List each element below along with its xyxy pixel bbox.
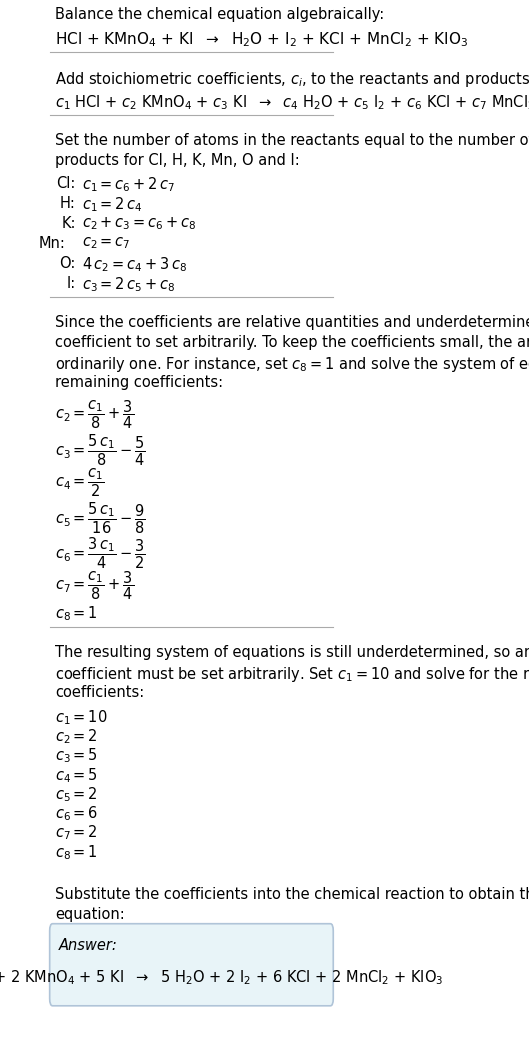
Text: $c_4 = \dfrac{c_1}{2}$: $c_4 = \dfrac{c_1}{2}$ [56, 467, 105, 499]
Text: $4\,c_2 = c_4 + 3\,c_8$: $4\,c_2 = c_4 + 3\,c_8$ [81, 255, 187, 274]
Text: Balance the chemical equation algebraically:: Balance the chemical equation algebraica… [56, 7, 385, 22]
Text: The resulting system of equations is still underdetermined, so an additional: The resulting system of equations is sti… [56, 645, 529, 660]
Text: $c_2 + c_3 = c_6 + c_8$: $c_2 + c_3 = c_6 + c_8$ [81, 216, 196, 232]
Text: I:: I: [67, 275, 76, 291]
Text: products for Cl, H, K, Mn, O and I:: products for Cl, H, K, Mn, O and I: [56, 153, 300, 168]
Text: ordinarily one. For instance, set $c_8 = 1$ and solve the system of equations fo: ordinarily one. For instance, set $c_8 =… [56, 354, 529, 374]
Text: K:: K: [61, 216, 76, 230]
Text: $c_1 = c_6 + 2\,c_7$: $c_1 = c_6 + 2\,c_7$ [81, 176, 175, 194]
Text: $c_5 = \dfrac{5\,c_1}{16} - \dfrac{9}{8}$: $c_5 = \dfrac{5\,c_1}{16} - \dfrac{9}{8}… [56, 501, 146, 537]
Text: $c_6 = 6$: $c_6 = 6$ [56, 804, 99, 823]
Text: $c_3 = \dfrac{5\,c_1}{8} - \dfrac{5}{4}$: $c_3 = \dfrac{5\,c_1}{8} - \dfrac{5}{4}$ [56, 432, 146, 468]
Text: $c_1 = 10$: $c_1 = 10$ [56, 709, 108, 727]
Text: coefficient to set arbitrarily. To keep the coefficients small, the arbitrary va: coefficient to set arbitrarily. To keep … [56, 334, 529, 350]
Text: Substitute the coefficients into the chemical reaction to obtain the balanced: Substitute the coefficients into the che… [56, 888, 529, 902]
Text: $c_6 = \dfrac{3\,c_1}{4} - \dfrac{3}{2}$: $c_6 = \dfrac{3\,c_1}{4} - \dfrac{3}{2}$ [56, 536, 146, 571]
Text: Since the coefficients are relative quantities and underdetermined, choose a: Since the coefficients are relative quan… [56, 315, 529, 330]
Text: $c_5 = 2$: $c_5 = 2$ [56, 786, 98, 804]
Text: $c_4 = 5$: $c_4 = 5$ [56, 766, 98, 785]
FancyBboxPatch shape [50, 923, 333, 1006]
Text: $c_8 = 1$: $c_8 = 1$ [56, 604, 98, 623]
Text: $c_7 = 2$: $c_7 = 2$ [56, 824, 98, 843]
Text: Cl:: Cl: [57, 176, 76, 191]
Text: Answer:: Answer: [58, 938, 117, 953]
Text: equation:: equation: [56, 908, 125, 922]
Text: $c_2 = \dfrac{c_1}{8} + \dfrac{3}{4}$: $c_2 = \dfrac{c_1}{8} + \dfrac{3}{4}$ [56, 398, 134, 431]
Text: coefficient must be set arbitrarily. Set $c_1 = 10$ and solve for the remaining: coefficient must be set arbitrarily. Set… [56, 665, 529, 684]
Text: 10 HCl + 2 KMnO$_4$ + 5 KI  $\rightarrow$  5 H$_2$O + 2 I$_2$ + 6 KCl + 2 MnCl$_: 10 HCl + 2 KMnO$_4$ + 5 KI $\rightarrow$… [0, 968, 443, 987]
Text: Add stoichiometric coefficients, $c_i$, to the reactants and products:: Add stoichiometric coefficients, $c_i$, … [56, 70, 529, 89]
Text: $c_3 = 5$: $c_3 = 5$ [56, 747, 98, 766]
Text: $c_2 = 2$: $c_2 = 2$ [56, 727, 98, 746]
Text: O:: O: [59, 255, 76, 271]
Text: remaining coefficients:: remaining coefficients: [56, 375, 224, 390]
Text: HCl + KMnO$_4$ + KI  $\rightarrow$  H$_2$O + I$_2$ + KCl + MnCl$_2$ + KIO$_3$: HCl + KMnO$_4$ + KI $\rightarrow$ H$_2$O… [56, 30, 469, 49]
Text: $c_3 = 2\,c_5 + c_8$: $c_3 = 2\,c_5 + c_8$ [81, 275, 175, 294]
Text: $c_1 = 2\,c_4$: $c_1 = 2\,c_4$ [81, 196, 142, 215]
Text: $c_1$ HCl + $c_2$ KMnO$_4$ + $c_3$ KI  $\rightarrow$  $c_4$ H$_2$O + $c_5$ I$_2$: $c_1$ HCl + $c_2$ KMnO$_4$ + $c_3$ KI $\… [56, 94, 529, 113]
Text: $c_2 = c_7$: $c_2 = c_7$ [81, 235, 130, 251]
Text: $c_7 = \dfrac{c_1}{8} + \dfrac{3}{4}$: $c_7 = \dfrac{c_1}{8} + \dfrac{3}{4}$ [56, 570, 134, 602]
Text: Set the number of atoms in the reactants equal to the number of atoms in the: Set the number of atoms in the reactants… [56, 132, 529, 148]
Text: H:: H: [60, 196, 76, 210]
Text: coefficients:: coefficients: [56, 685, 145, 699]
Text: $c_8 = 1$: $c_8 = 1$ [56, 843, 98, 862]
Text: Mn:: Mn: [39, 235, 66, 250]
